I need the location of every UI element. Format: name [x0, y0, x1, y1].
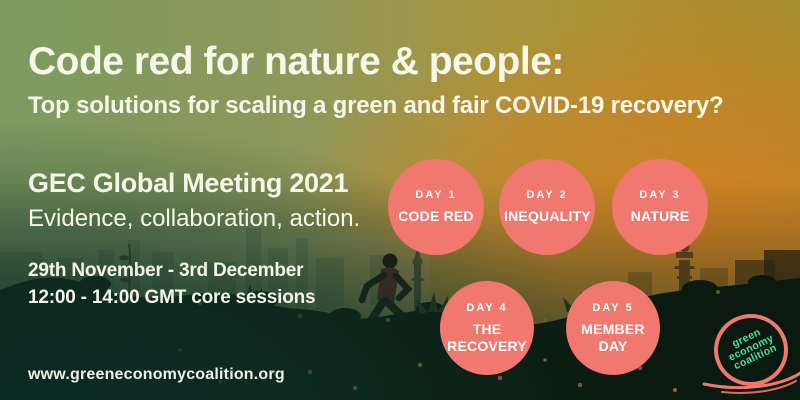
day-1-title: CODE RED [398, 208, 474, 225]
day-1-label: DAY 1 [415, 189, 457, 202]
schedule-block: 29th November - 3rd December 12:00 - 14:… [28, 258, 316, 311]
banner-subtitle: Top solutions for scaling a green and fa… [28, 91, 724, 119]
gec-logo: green economy coalition [702, 312, 800, 400]
day-2-label: DAY 2 [526, 189, 568, 202]
plant-sprig [119, 243, 140, 306]
event-tagline: Evidence, collaboration, action. [28, 205, 361, 232]
headline-block: Code red for nature & people: Top soluti… [28, 40, 724, 120]
website-url[interactable]: www.greeneconomycoalition.org [28, 366, 285, 383]
logo-ring-icon [714, 314, 788, 386]
day-3-title: NATURE [630, 208, 690, 225]
day-1-badge: DAY 1 CODE RED [388, 159, 484, 255]
logo-swoosh-icon [702, 371, 800, 394]
banner-title: Code red for nature & people: [28, 40, 564, 83]
day-5-title: MEMBER DAY [581, 320, 645, 354]
day-3-label: DAY 3 [639, 189, 681, 202]
day-4-title: THE RECOVERY [447, 320, 527, 354]
day-3-badge: DAY 3 NATURE [612, 159, 708, 255]
day-2-badge: DAY 2 INEQUALITY [499, 159, 595, 255]
event-name: GEC Global Meeting 2021 [28, 168, 349, 198]
event-info-block: GEC Global Meeting 2021 Evidence, collab… [28, 168, 360, 233]
day-2-title: INEQUALITY [504, 208, 591, 225]
day-5-label: DAY 5 [592, 301, 634, 314]
event-dates: 29th November - 3rd December [28, 260, 304, 281]
day-5-badge: DAY 5 MEMBER DAY [566, 281, 660, 375]
event-times: 12:00 - 14:00 GMT core sessions [28, 286, 316, 308]
day-4-badge: DAY 4 THE RECOVERY [440, 281, 534, 375]
day-4-label: DAY 4 [466, 301, 508, 314]
